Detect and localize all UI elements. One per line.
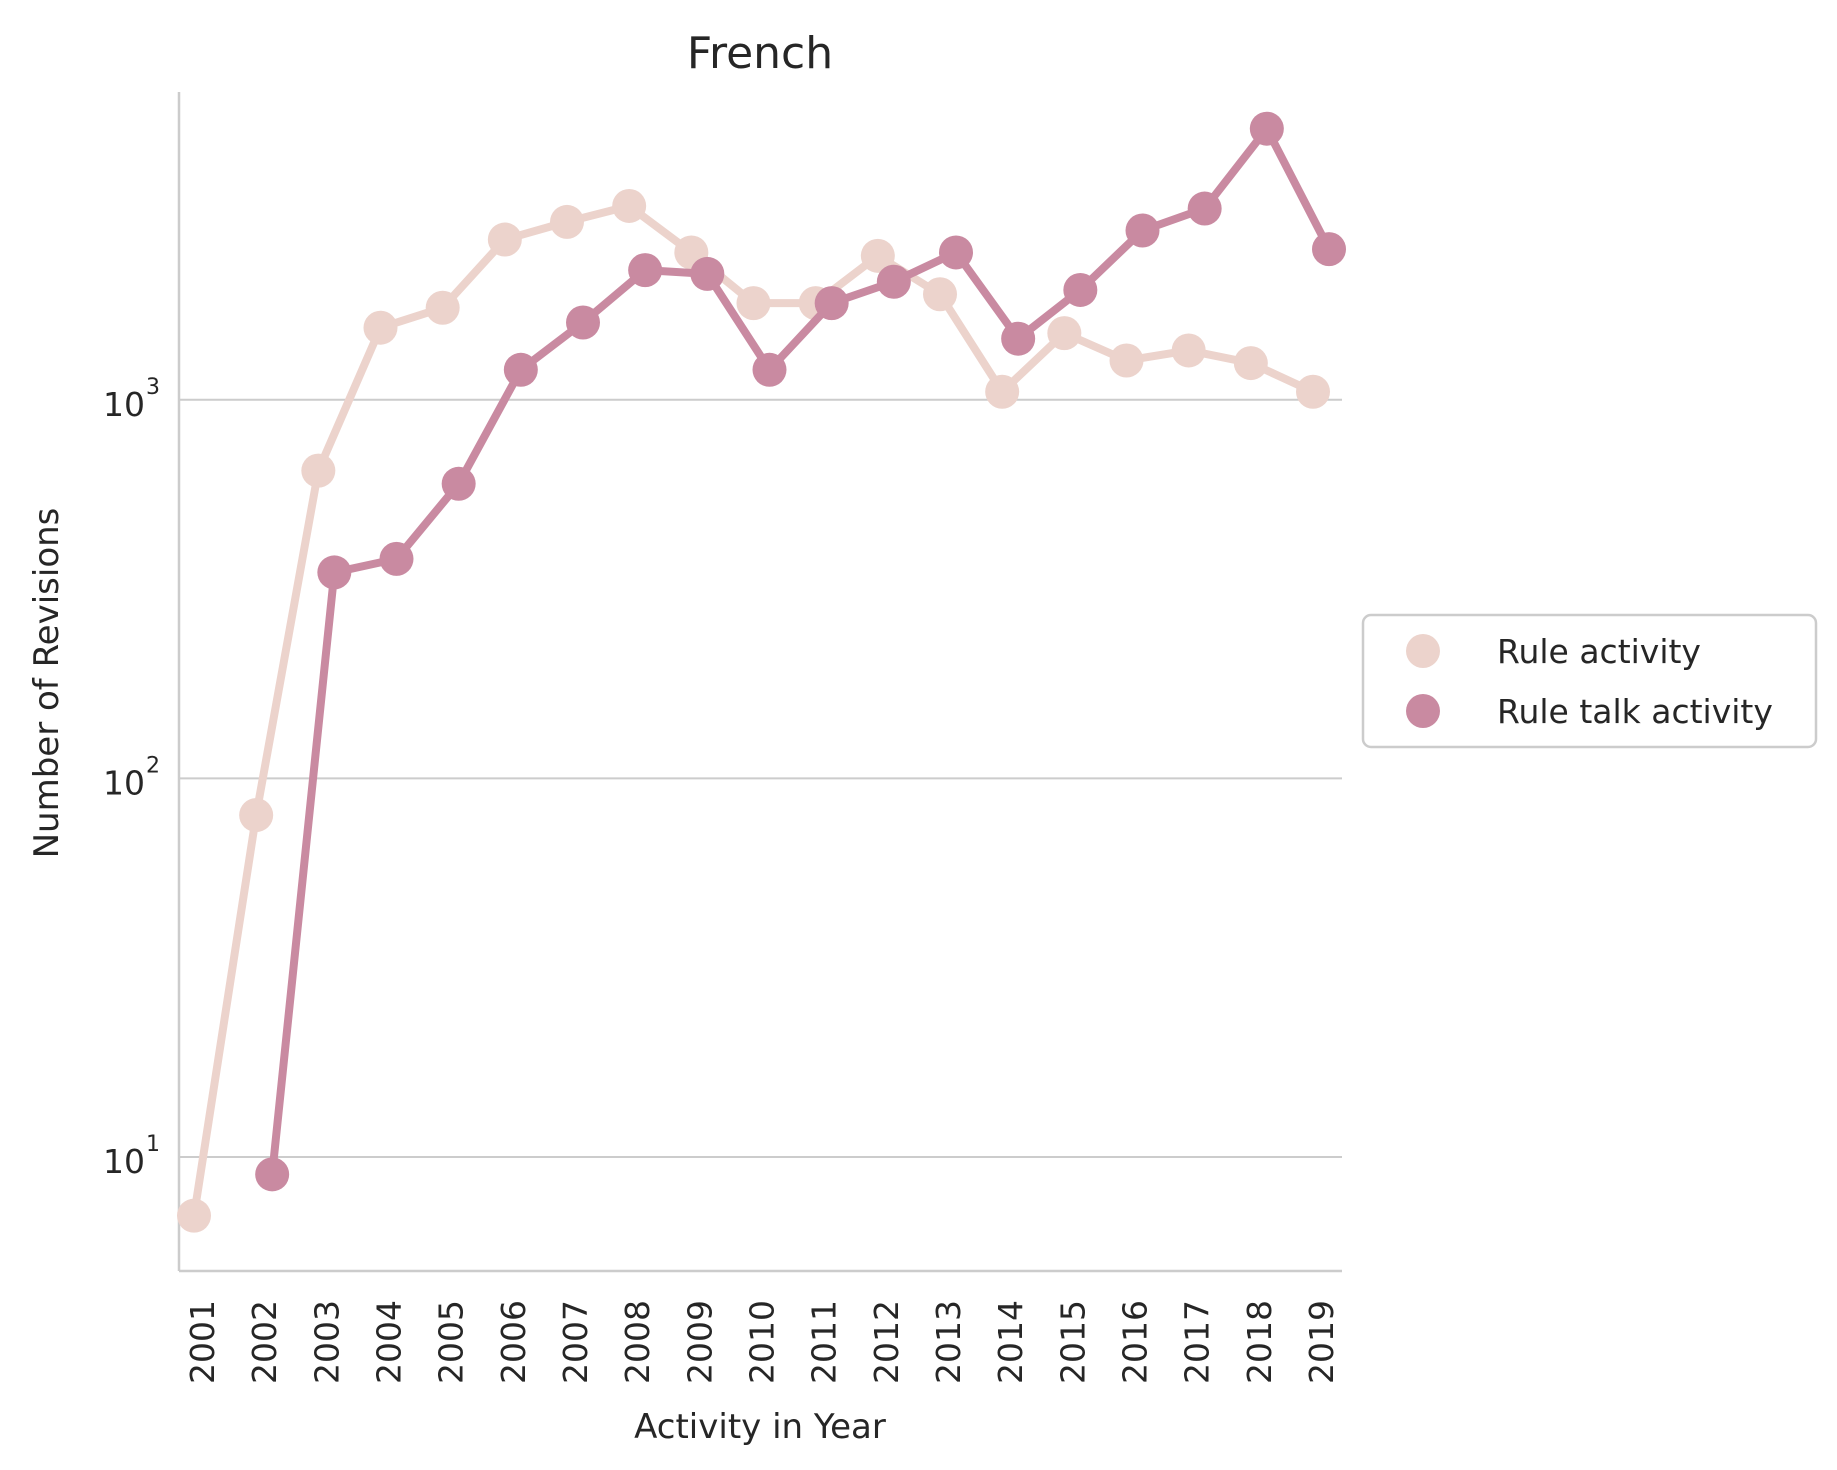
data-point (876, 264, 911, 299)
data-point (317, 555, 352, 590)
data-point (503, 352, 538, 387)
x-tick-label: 2015 (1053, 1300, 1092, 1384)
series-line (268, 124, 1333, 1179)
data-point (1047, 316, 1082, 351)
chart-title: French (687, 28, 833, 79)
data-point (1001, 321, 1036, 356)
x-tick-label: 2014 (991, 1300, 1030, 1384)
data-point (177, 1198, 211, 1233)
data-point (1249, 111, 1284, 146)
x-tick-label: 2019 (1302, 1300, 1341, 1384)
legend-marker (1406, 694, 1440, 728)
data-point (441, 466, 476, 501)
x-tick-label: 2001 (183, 1300, 222, 1384)
data-point (239, 798, 274, 833)
data-point (814, 286, 849, 321)
y-tick-base: 10 (103, 385, 145, 424)
x-tick-label: 2002 (245, 1300, 284, 1384)
y-tick-label: 10 (103, 1142, 145, 1181)
data-point (690, 256, 725, 291)
x-axis-label: Activity in Year (634, 1407, 886, 1447)
legend-label: Rule activity (1497, 632, 1701, 671)
y-tick-exponent: 3 (146, 375, 160, 400)
y-axis-label: Number of Revisions (27, 508, 67, 859)
series-2 (255, 111, 1346, 1192)
data-point (1187, 191, 1222, 226)
y-tick-exponent: 1 (146, 1132, 160, 1157)
data-point (1109, 343, 1144, 378)
x-tick-label: 2018 (1240, 1300, 1279, 1384)
x-tick-label: 2008 (618, 1300, 657, 1384)
data-point (487, 222, 522, 257)
data-point (1296, 374, 1330, 409)
x-tick-label: 2017 (1178, 1300, 1217, 1384)
x-tick-label: 2012 (867, 1300, 906, 1384)
x-tick-label: 2011 (805, 1300, 844, 1384)
data-point (628, 253, 663, 288)
data-point (255, 1157, 290, 1192)
x-tick-label: 2007 (556, 1300, 595, 1384)
y-gridlines (179, 398, 1342, 1159)
x-tick-label: 2005 (432, 1300, 471, 1384)
data-point (1233, 346, 1268, 381)
x-tick-label: 2009 (680, 1300, 719, 1384)
data-point (860, 238, 895, 273)
data-point (923, 277, 957, 312)
x-tick-label: 2016 (1116, 1300, 1155, 1384)
data-point (1171, 333, 1206, 368)
legend-marker (1406, 634, 1440, 668)
y-tick-label: 10 (103, 763, 145, 802)
x-tick-label: 2010 (743, 1300, 782, 1384)
legend-frame (1361, 613, 1818, 749)
series-line (190, 201, 1317, 1220)
x-tick-label: 2004 (370, 1300, 409, 1384)
data-point (363, 310, 398, 345)
series-layer (177, 111, 1346, 1233)
x-tick-label: 2013 (929, 1300, 968, 1384)
legend: Rule activity Rule talk activity (1361, 613, 1818, 749)
data-point (566, 305, 600, 340)
data-point (1125, 213, 1160, 248)
x-tick-label: 2003 (307, 1300, 346, 1384)
y-tick-base: 10 (103, 763, 145, 802)
data-point (752, 352, 787, 387)
x-tick-labels: 2001 2002 2003 2004 2005 2006 2007 2008 2009 2010… (183, 1300, 1341, 1384)
axes-spines (177, 92, 1342, 1273)
data-point (612, 188, 647, 223)
data-point (301, 453, 336, 488)
data-point (1063, 272, 1098, 307)
y-tick-base: 10 (103, 1142, 145, 1181)
data-point (425, 290, 460, 325)
x-tick-label: 2006 (494, 1300, 533, 1384)
data-point (550, 204, 584, 239)
data-point (939, 235, 973, 270)
data-point (736, 286, 771, 321)
legend-label: Rule talk activity (1497, 692, 1773, 731)
data-point (1312, 232, 1346, 267)
y-tick-label: 10 (103, 385, 145, 424)
data-point (379, 541, 414, 576)
y-tick-exponent: 2 (146, 753, 160, 778)
data-point (985, 374, 1020, 409)
